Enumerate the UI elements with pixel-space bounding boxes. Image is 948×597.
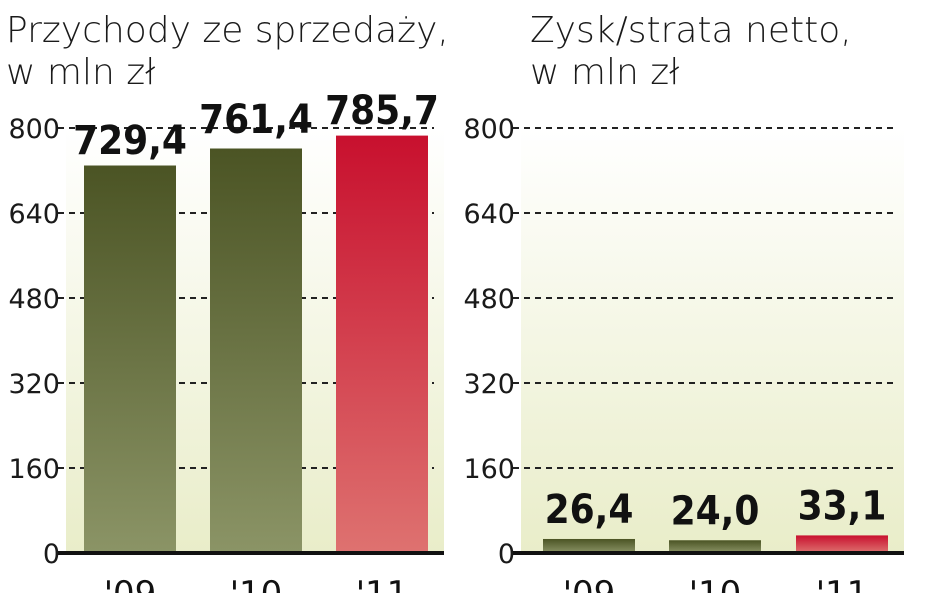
net-profit-x-tick-label: '09 [563, 574, 616, 593]
net-profit-bar [796, 535, 888, 553]
net-profit-data-label: 24,0 [671, 488, 760, 534]
revenue-bar [210, 148, 302, 553]
revenue-y-tick-label: 320 [8, 369, 60, 400]
net-profit-bar [543, 538, 635, 553]
revenue-bar [336, 135, 428, 554]
net-profit-chart-subtitle: w mln zł [530, 52, 680, 93]
net-profit-y-tick-label: 480 [463, 284, 515, 315]
net-profit-plot-background [521, 128, 904, 553]
revenue-chart-title: Przychody ze sprzedaży, [6, 10, 449, 51]
revenue-data-label: 761,4 [199, 97, 313, 143]
net-profit-bar [669, 540, 761, 553]
revenue-data-label: 785,7 [325, 88, 439, 134]
net-profit-chart-panel: Zysk/strata netto, w mln zł 0 160 320 480 64… [463, 10, 904, 597]
revenue-x-tick-label: '11 [356, 574, 409, 593]
revenue-x-tick-label: '10 [230, 574, 283, 593]
net-profit-y-tick-label: 160 [463, 454, 515, 485]
net-profit-x-tick-label: '11 [816, 574, 869, 593]
net-profit-y-tick-label: 0 [498, 539, 515, 570]
revenue-y-tick-label: 640 [8, 199, 60, 230]
net-profit-data-label: 26,4 [545, 487, 634, 533]
revenue-x-tick-label: '09 [104, 574, 157, 593]
revenue-y-tick-label: 160 [8, 454, 60, 485]
net-profit-x-tick-label: '10 [689, 574, 742, 593]
net-profit-y-tick-label: 800 [463, 114, 515, 145]
net-profit-chart-title: Zysk/strata netto, [530, 10, 852, 51]
net-profit-y-tick-label: 320 [463, 369, 515, 400]
revenue-data-label: 729,4 [73, 118, 187, 164]
revenue-y-tick-label: 480 [8, 284, 60, 315]
net-profit-data-label: 33,1 [798, 483, 887, 529]
revenue-bar [84, 165, 176, 553]
revenue-y-tick-label: 800 [8, 114, 60, 145]
net-profit-y-tick-label: 640 [463, 199, 515, 230]
revenue-y-tick-label: 0 [43, 539, 60, 570]
revenue-chart-subtitle: w mln zł [6, 52, 156, 93]
revenue-chart-panel: Przychody ze sprzedaży, w mln zł 0 160 320… [6, 10, 449, 597]
